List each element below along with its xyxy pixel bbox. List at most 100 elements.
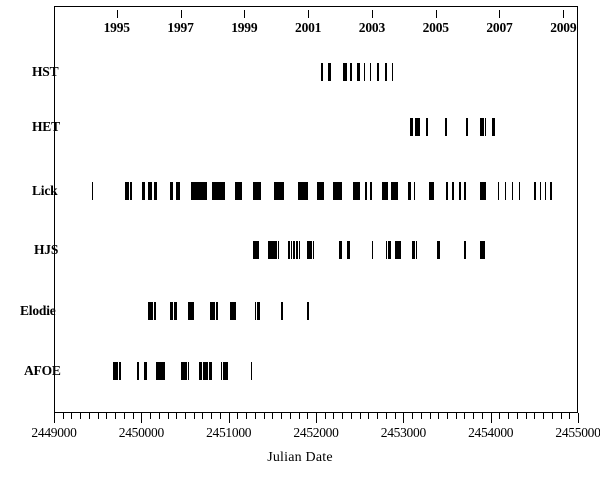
observation-mark <box>482 118 485 136</box>
observation-mark <box>210 362 212 380</box>
observation-mark <box>200 362 203 380</box>
observation-mark <box>413 182 416 200</box>
x-axis-minor-tick <box>342 413 344 419</box>
observation-mark <box>459 182 461 200</box>
x-axis-minor-tick <box>525 413 527 419</box>
x-axis-minor-tick <box>447 413 448 419</box>
x-axis-tick-label: 2453000 <box>380 425 426 440</box>
observation-mark <box>176 182 178 200</box>
observation-mark <box>364 182 367 200</box>
observation-mark <box>232 302 234 320</box>
observation-mark <box>217 182 219 200</box>
observation-mark <box>298 241 301 259</box>
observation-mark <box>212 302 214 320</box>
observation-mark <box>198 182 201 200</box>
observation-mark <box>256 302 259 320</box>
observation-marks-het <box>54 118 578 136</box>
observation-mark <box>395 182 397 200</box>
x-axis-minor-tick <box>88 413 90 419</box>
top-axis-label: 1999 <box>231 20 258 35</box>
row-label-het: HET <box>32 119 60 134</box>
x-axis-minor-tick <box>123 413 125 419</box>
observation-mark <box>203 362 205 380</box>
observation-mark <box>208 362 211 380</box>
x-axis-minor-tick <box>394 413 396 419</box>
observation-mark <box>396 241 398 259</box>
observation-mark <box>198 362 201 380</box>
observation-mark <box>255 241 258 259</box>
observation-mark <box>200 182 202 200</box>
observation-mark <box>277 241 280 259</box>
x-axis-minor-tick <box>272 413 274 419</box>
x-axis-minor-tick <box>281 413 283 419</box>
observation-mark <box>178 182 180 200</box>
x-axis-minor-tick <box>324 413 326 419</box>
observation-mark <box>396 182 398 200</box>
x-axis-minor-tick <box>246 413 248 419</box>
observation-mark <box>274 182 276 200</box>
observation-mark <box>213 182 215 200</box>
observation-mark <box>155 182 158 200</box>
x-axis-minor-tick <box>412 413 414 419</box>
observation-mark <box>254 241 257 259</box>
row-label-afoe: AFOE <box>24 363 61 378</box>
observation-mark <box>407 182 410 200</box>
observation-mark <box>130 182 133 200</box>
observation-mark <box>171 302 174 320</box>
observation-mark <box>163 362 166 380</box>
observation-mark <box>310 241 313 259</box>
observation-mark <box>428 182 431 200</box>
observation-mark <box>389 241 391 259</box>
observation-mark <box>300 182 302 200</box>
observation-mark <box>206 362 209 380</box>
observation-mark <box>452 182 454 200</box>
observation-mark <box>353 182 356 200</box>
observation-mark <box>340 241 343 259</box>
observation-mark <box>257 182 259 200</box>
x-axis-minor-tick <box>543 413 545 419</box>
x-axis-minor-tick <box>481 413 483 419</box>
observation-mark <box>369 63 372 81</box>
observation-mark <box>344 63 346 81</box>
top-axis-tick <box>563 10 565 18</box>
x-axis-minor-tick <box>569 413 571 419</box>
observation-mark <box>321 63 323 81</box>
observation-mark <box>413 241 416 259</box>
observation-mark <box>150 182 152 200</box>
x-axis-minor-tick <box>167 413 169 419</box>
observation-mark <box>312 241 315 259</box>
observation-mark <box>297 182 300 200</box>
top-axis-label: 2009 <box>550 20 577 35</box>
observation-mark <box>219 182 222 200</box>
top-axis-tick <box>435 10 437 18</box>
x-axis-minor-tick <box>508 413 510 419</box>
observation-mark <box>173 302 176 320</box>
observation-mark <box>269 241 271 259</box>
observation-mark <box>306 182 309 200</box>
observation-mark <box>254 182 257 200</box>
observation-mark <box>143 182 146 200</box>
x-axis-minor-tick <box>551 413 553 419</box>
observation-mark <box>281 302 283 320</box>
observation-mark <box>493 118 495 136</box>
top-axis-label: 2003 <box>358 20 385 35</box>
observation-mark <box>392 182 394 200</box>
observation-mark <box>370 182 372 200</box>
observation-mark <box>205 362 207 380</box>
observation-mark <box>226 362 228 380</box>
x-axis-minor-tick <box>254 413 256 419</box>
observation-mark <box>220 362 223 380</box>
x-axis-minor-tick <box>385 413 387 419</box>
x-axis-minor-tick <box>176 413 178 419</box>
observation-mark <box>445 118 447 136</box>
observation-mark <box>438 241 440 259</box>
observation-mark <box>233 302 236 320</box>
observation-mark <box>391 182 393 200</box>
x-axis-major-tick <box>403 413 405 423</box>
observation-mark <box>221 182 223 200</box>
observation-mark <box>352 182 355 200</box>
observation-mark <box>334 182 337 200</box>
observation-mark <box>170 302 172 320</box>
observation-mark <box>202 182 205 200</box>
